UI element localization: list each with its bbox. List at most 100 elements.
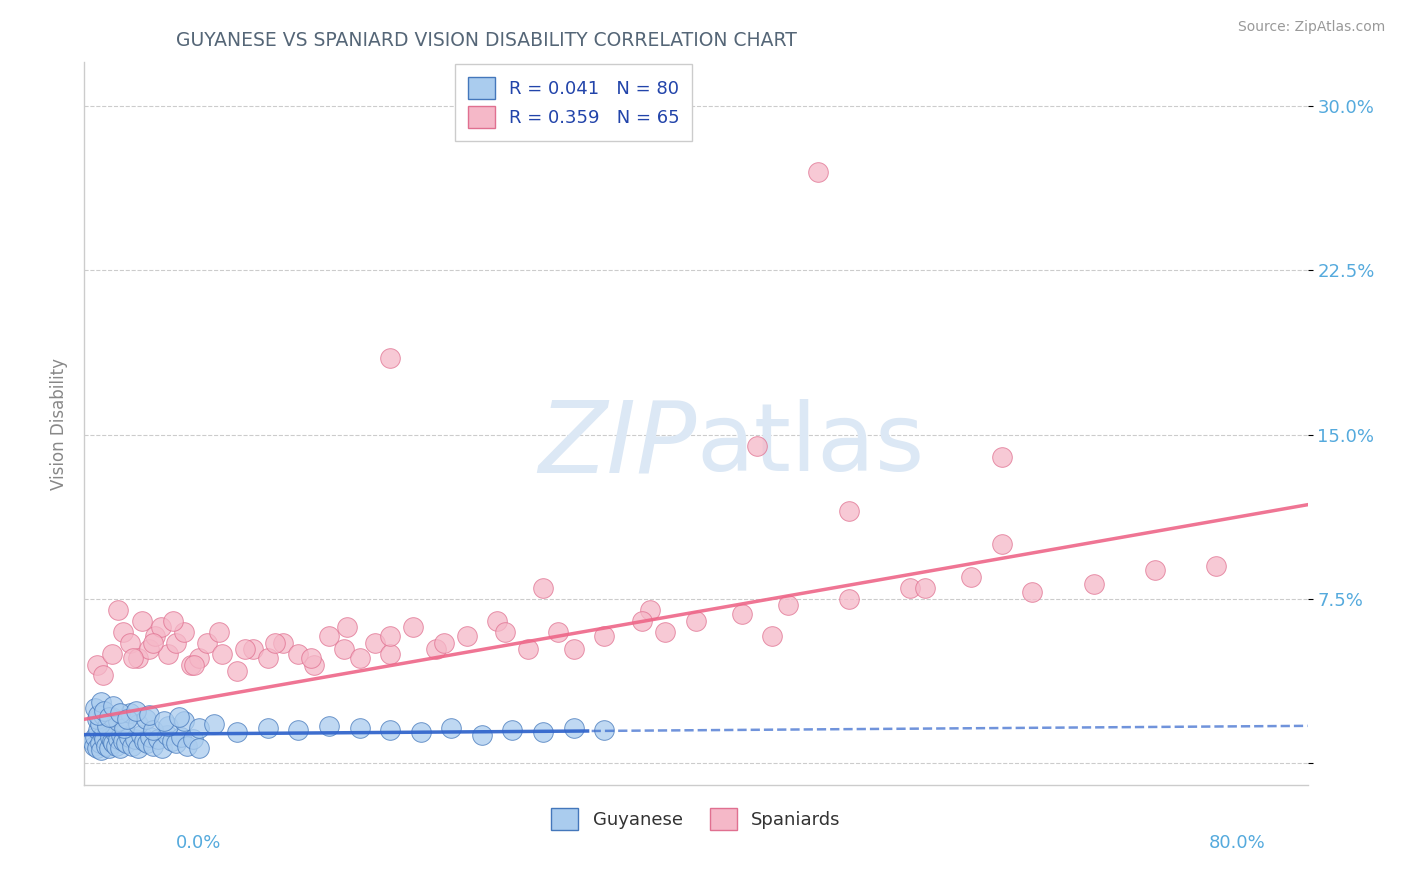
Point [531,581,554,595]
Point [547,624,569,639]
Point [593,629,616,643]
Point [456,629,478,643]
Point [486,614,509,628]
Point [103,736,125,750]
Point [132,734,155,748]
Point [838,504,860,518]
Point [380,647,402,661]
Point [93,704,115,718]
Point [84,730,107,744]
Point [118,730,141,744]
Point [103,699,125,714]
Point [631,614,654,628]
Point [143,629,166,643]
Point [127,716,149,731]
Point [685,614,707,628]
Point [264,635,287,649]
Point [91,668,114,682]
Point [120,706,142,720]
Point [761,629,783,643]
Point [97,710,120,724]
Point [1021,585,1043,599]
Point [125,704,148,718]
Point [157,647,180,661]
Point [1205,559,1227,574]
Point [89,716,111,731]
Point [83,739,105,753]
Point [807,165,830,179]
Point [86,712,108,726]
Point [226,725,249,739]
Point [471,728,494,742]
Point [153,714,176,729]
Point [110,728,132,742]
Point [121,739,143,753]
Point [654,624,676,639]
Point [170,730,193,744]
Point [302,657,325,672]
Point [165,635,187,649]
Point [409,725,432,739]
Point [115,712,138,726]
Point [84,701,107,715]
Point [516,642,538,657]
Text: ZIP: ZIP [537,397,696,494]
Point [176,739,198,753]
Point [960,570,983,584]
Point [287,647,309,661]
Point [364,635,387,649]
Point [105,739,128,753]
Point [593,723,616,738]
Point [336,620,359,634]
Point [138,707,160,722]
Point [380,351,402,365]
Point [299,651,322,665]
Point [96,721,118,735]
Point [242,642,264,657]
Point [914,581,936,595]
Point [120,635,142,649]
Point [127,651,149,665]
Point [562,642,585,657]
Point [208,624,231,639]
Point [991,450,1014,464]
Point [142,635,165,649]
Point [731,607,754,622]
Point [90,743,112,757]
Point [101,647,124,661]
Point [87,707,110,722]
Point [111,624,134,639]
Point [333,642,356,657]
Point [138,642,160,657]
Text: GUYANESE VS SPANIARD VISION DISABILITY CORRELATION CHART: GUYANESE VS SPANIARD VISION DISABILITY C… [176,31,797,50]
Point [173,624,195,639]
Point [101,710,124,724]
Point [87,723,110,738]
Point [226,664,249,678]
Point [142,723,165,738]
Point [562,721,585,735]
Point [139,730,162,744]
Point [211,647,233,661]
Point [131,614,153,628]
Point [1083,576,1105,591]
Point [129,728,152,742]
Point [157,719,180,733]
Point [135,712,157,726]
Point [162,614,184,628]
Point [188,740,211,755]
Point [1143,563,1166,577]
Point [98,730,121,744]
Point [160,734,183,748]
Point [188,721,211,735]
Point [104,725,127,739]
Point [80,734,103,748]
Text: Source: ZipAtlas.com: Source: ZipAtlas.com [1237,20,1385,34]
Point [257,651,280,665]
Point [90,695,112,709]
Point [318,629,340,643]
Point [380,629,402,643]
Point [349,721,371,735]
Point [173,714,195,729]
Point [124,731,146,746]
